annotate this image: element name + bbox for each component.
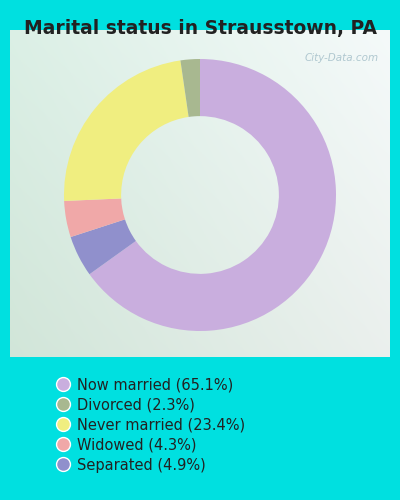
Wedge shape xyxy=(64,198,125,237)
Legend: Now married (65.1%), Divorced (2.3%), Never married (23.4%), Widowed (4.3%), Sep: Now married (65.1%), Divorced (2.3%), Ne… xyxy=(59,378,245,472)
Wedge shape xyxy=(64,60,189,201)
Wedge shape xyxy=(71,220,136,274)
Wedge shape xyxy=(180,59,200,117)
Wedge shape xyxy=(90,59,336,331)
Text: City-Data.com: City-Data.com xyxy=(304,53,378,63)
Text: Marital status in Strausstown, PA: Marital status in Strausstown, PA xyxy=(24,19,376,38)
